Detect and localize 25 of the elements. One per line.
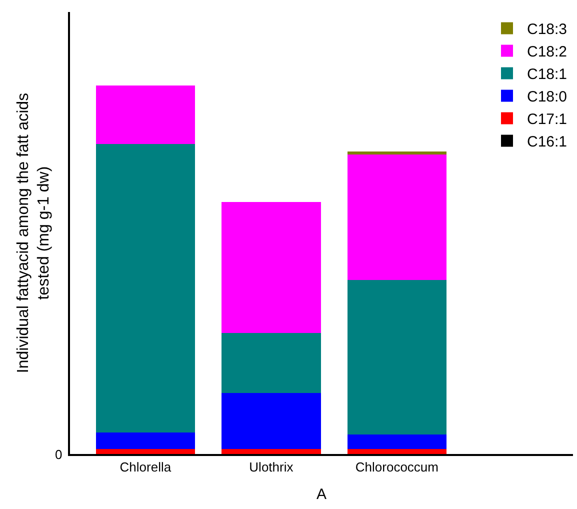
- bar: [347, 280, 447, 434]
- bar: [222, 202, 321, 334]
- bar: [96, 144, 196, 433]
- y-axis-title: Individual fattyacid among the fatt acids tested (mg g-1 dw): [14, 92, 53, 374]
- bar: [96, 432, 196, 450]
- bar: [222, 393, 321, 450]
- legend-label: C17:1: [527, 111, 568, 128]
- x-axis-title: A: [316, 486, 327, 503]
- bar: [96, 449, 196, 454]
- x-tick-label: Chlorella: [120, 459, 172, 474]
- legend-label: C16:1: [527, 134, 568, 151]
- text: 0: [55, 447, 62, 462]
- legend-label: C18:3: [527, 21, 568, 38]
- bar: [347, 434, 447, 450]
- x-tick-label: Ulothrix: [249, 459, 294, 474]
- bar: [222, 449, 321, 454]
- bar: [222, 333, 321, 394]
- legend-label: C18:1: [527, 66, 568, 84]
- bar: [347, 449, 447, 454]
- bar: [347, 154, 447, 280]
- bar: [96, 86, 196, 144]
- legend-label: C18:0: [527, 88, 568, 106]
- x-tick-label: Chlorococcum: [355, 459, 438, 474]
- legend-label: C18:2: [527, 44, 568, 61]
- bar: [347, 152, 447, 155]
